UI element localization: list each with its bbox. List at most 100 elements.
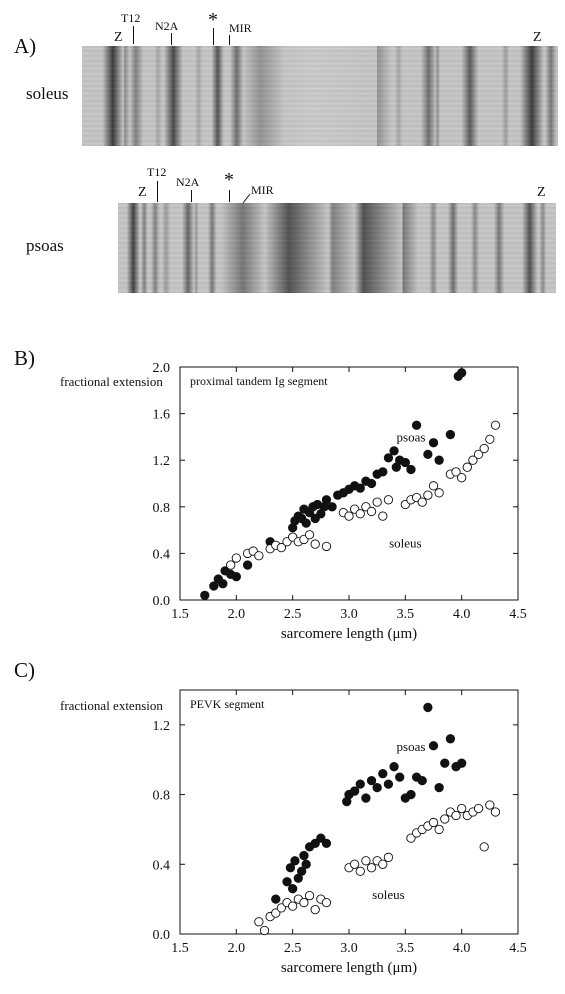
soleus-point bbox=[271, 908, 281, 918]
soleus-point bbox=[321, 541, 332, 552]
psoas-t12-label: T12 bbox=[147, 165, 167, 179]
psoas-point bbox=[316, 833, 326, 843]
psoas-point bbox=[383, 453, 394, 463]
soleus-point bbox=[451, 467, 461, 477]
soleus-point bbox=[361, 856, 371, 866]
y-tick-label: 1.6 bbox=[153, 408, 171, 423]
y-tick-label: 0.0 bbox=[153, 594, 171, 609]
psoas-point bbox=[231, 572, 241, 582]
soleus-point bbox=[299, 897, 309, 908]
soleus-point bbox=[383, 852, 394, 862]
psoas-gel-image bbox=[118, 203, 556, 293]
psoas-label: psoas bbox=[26, 236, 64, 255]
soleus-t12-tick bbox=[133, 26, 134, 44]
psoas-point bbox=[361, 793, 371, 803]
panel-b-letter: B) bbox=[14, 346, 35, 370]
soleus-point bbox=[434, 824, 444, 835]
soleus-point bbox=[440, 814, 450, 824]
psoas-mir-tick bbox=[242, 193, 251, 204]
y-axis-label: fractional extension bbox=[60, 698, 163, 713]
psoas-point bbox=[434, 782, 444, 793]
psoas-point bbox=[349, 786, 360, 796]
soleus-point bbox=[428, 817, 439, 828]
soleus-n2a-label: N2A bbox=[155, 19, 179, 33]
soleus-point bbox=[366, 506, 377, 517]
psoas-point bbox=[389, 762, 399, 772]
psoas-point bbox=[406, 789, 416, 800]
y-tick-label: 0.8 bbox=[153, 789, 171, 804]
psoas-point bbox=[417, 775, 427, 786]
psoas-z-left-label: Z bbox=[138, 185, 147, 200]
soleus-z-left-label: Z bbox=[114, 30, 123, 45]
soleus-point bbox=[310, 904, 320, 915]
soleus-point bbox=[378, 511, 388, 521]
panel-a-letter: A) bbox=[14, 34, 37, 58]
psoas-point bbox=[411, 420, 422, 430]
soleus-point bbox=[304, 891, 315, 901]
soleus-point bbox=[457, 803, 467, 814]
psoas-point bbox=[366, 478, 377, 489]
soleus-point bbox=[479, 443, 489, 454]
psoas-point bbox=[321, 495, 332, 505]
soleus-point bbox=[344, 511, 354, 521]
soleus-mir-label: MIR bbox=[229, 21, 252, 35]
soleus-point bbox=[473, 449, 484, 460]
x-tick-label: 3.0 bbox=[340, 941, 358, 956]
soleus-t12-label: T12 bbox=[121, 11, 141, 25]
psoas-annotation: psoas bbox=[397, 430, 426, 445]
psoas-point bbox=[428, 741, 439, 751]
soleus-point bbox=[366, 863, 377, 873]
psoas-point bbox=[310, 838, 320, 849]
soleus-point bbox=[490, 420, 501, 430]
psoas-point bbox=[285, 863, 296, 873]
psoas-point bbox=[383, 779, 394, 789]
plot-title: proximal tandem Ig segment bbox=[190, 374, 328, 388]
psoas-point bbox=[457, 758, 467, 768]
chart-b-svg: 1.5 2.0 2.5 3.0 3.5 4.0 4.5 0.0 0.4 0.8 1.2 1.6 2.0 s… bbox=[60, 361, 527, 642]
soleus-asterisk-label: * bbox=[208, 9, 218, 31]
psoas-point bbox=[366, 775, 377, 786]
soleus-point bbox=[231, 553, 241, 563]
psoas-t12-tick bbox=[157, 181, 158, 202]
soleus-point bbox=[349, 859, 360, 869]
soleus-point bbox=[428, 481, 439, 491]
soleus-point bbox=[485, 434, 495, 444]
y-tick-label: 0.4 bbox=[153, 858, 171, 873]
soleus-annotation: soleus bbox=[372, 887, 405, 902]
psoas-point bbox=[209, 581, 219, 591]
psoas-point bbox=[378, 769, 388, 779]
psoas-point bbox=[395, 772, 405, 782]
psoas-point bbox=[355, 779, 365, 789]
x-tick-label: 4.0 bbox=[453, 607, 471, 622]
psoas-point bbox=[423, 702, 433, 713]
y-tick-label: 0.8 bbox=[153, 501, 171, 516]
soleus-n2a-tick bbox=[171, 33, 172, 45]
soleus-point bbox=[378, 859, 388, 869]
psoas-point bbox=[200, 590, 210, 600]
chart-c-svg: 1.5 2.0 2.5 3.0 3.5 4.0 4.5 0.0 0.4 0.8 1.2 sarcome… bbox=[60, 689, 527, 976]
soleus-point bbox=[259, 925, 270, 936]
psoas-annotation: psoas bbox=[397, 739, 426, 754]
soleus-gel-image bbox=[82, 46, 558, 146]
soleus-point bbox=[479, 842, 489, 852]
psoas-z-right-label: Z bbox=[537, 185, 546, 200]
soleus-mir-tick bbox=[229, 35, 230, 45]
soleus-point bbox=[406, 833, 416, 843]
soleus-point bbox=[226, 560, 236, 570]
y-tick-label: 0.0 bbox=[153, 928, 171, 943]
x-tick-label: 3.5 bbox=[397, 941, 415, 956]
y-axis-label: fractional extension bbox=[60, 374, 163, 389]
x-tick-label: 3.5 bbox=[397, 607, 415, 622]
psoas-point bbox=[428, 438, 439, 448]
psoas-point bbox=[423, 449, 433, 460]
psoas-point bbox=[406, 464, 416, 475]
soleus-point bbox=[473, 803, 484, 814]
soleus-point bbox=[254, 917, 264, 927]
soleus-point bbox=[355, 509, 365, 519]
x-tick-label: 1.5 bbox=[171, 941, 189, 956]
soleus-point bbox=[468, 455, 478, 465]
y-tick-label: 1.2 bbox=[153, 719, 171, 734]
x-tick-label: 2.0 bbox=[228, 941, 246, 956]
soleus-label: soleus bbox=[26, 84, 69, 103]
y-tick-label: 2.0 bbox=[153, 361, 171, 376]
